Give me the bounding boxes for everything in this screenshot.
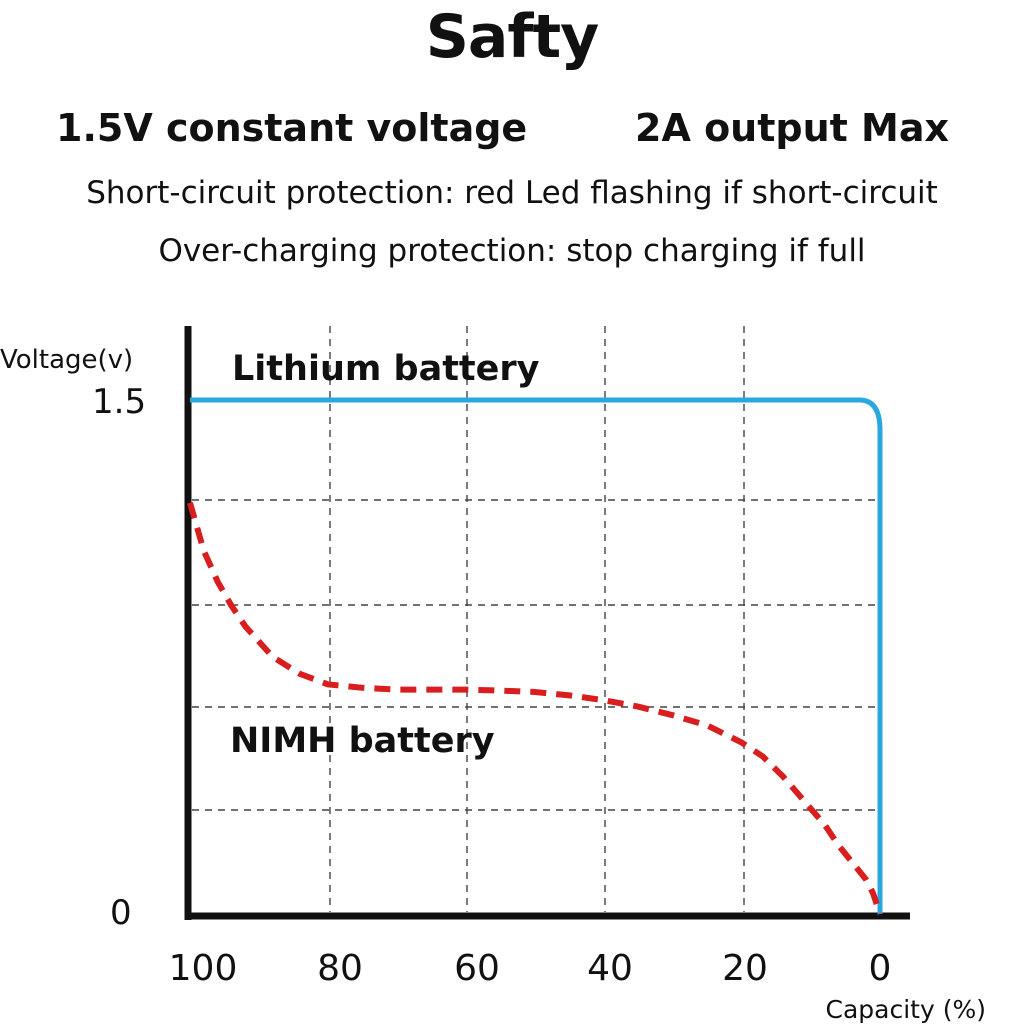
chart-axes: [184, 326, 910, 920]
series-label-lithium: Lithium battery: [232, 349, 540, 389]
voltage-capacity-chart: Voltage(v) Capacity (%) Lithium battery …: [0, 326, 986, 1024]
overcharge-note: Over-charging protection: stop charging …: [158, 233, 866, 269]
series-label-nimh: NIMH battery: [230, 721, 495, 761]
x-tick-label: 60: [454, 948, 500, 989]
y-tick-label: 0: [110, 893, 132, 933]
output-spec: 2A output Max: [635, 106, 950, 150]
voltage-spec: 1.5V constant voltage: [56, 106, 528, 150]
nimh-battery-line: [187, 501, 883, 915]
x-tick-label: 20: [722, 948, 768, 989]
y-axis-label: Voltage(v): [0, 345, 133, 375]
x-tick-label: 80: [317, 948, 363, 989]
chart-grid: [192, 326, 880, 912]
y-tick-label: 1.5: [92, 382, 146, 422]
x-axis-label: Capacity (%): [826, 995, 986, 1024]
page-title: Safty: [425, 2, 600, 72]
x-tick-label: 40: [587, 948, 633, 989]
x-tick-label: 0: [869, 948, 892, 989]
x-tick-label: 100: [169, 948, 238, 989]
chart-series: [187, 397, 883, 915]
chart-ticks: 100 80 60 40 20 0 1.5 0: [92, 382, 891, 989]
lithium-battery-line: [190, 397, 883, 914]
short-circuit-note: Short-circuit protection: red Led flashi…: [86, 175, 938, 211]
